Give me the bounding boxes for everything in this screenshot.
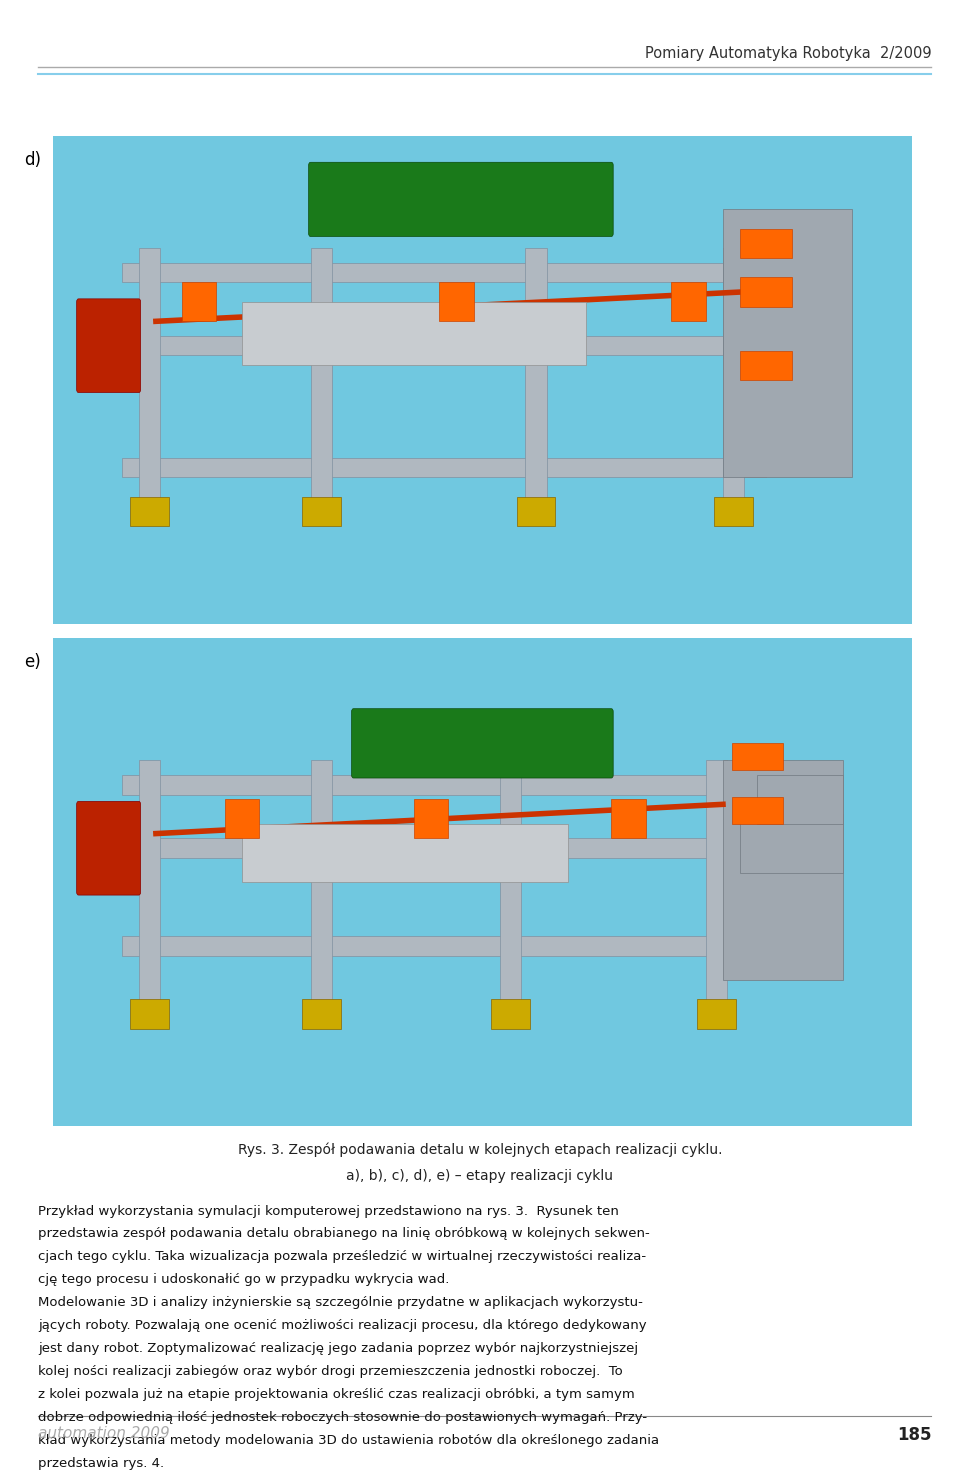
FancyBboxPatch shape — [351, 708, 613, 777]
FancyBboxPatch shape — [757, 774, 843, 823]
FancyBboxPatch shape — [309, 163, 613, 236]
FancyBboxPatch shape — [122, 774, 740, 795]
FancyBboxPatch shape — [706, 760, 728, 1005]
FancyBboxPatch shape — [53, 638, 912, 1126]
FancyBboxPatch shape — [723, 210, 852, 477]
Text: jących roboty. Pozwalają one ocenić możliwości realizacji procesu, dla którego d: jących roboty. Pozwalają one ocenić możl… — [38, 1318, 647, 1332]
FancyBboxPatch shape — [671, 282, 706, 321]
FancyBboxPatch shape — [53, 136, 912, 624]
Text: automation 2009: automation 2009 — [38, 1426, 170, 1441]
FancyBboxPatch shape — [440, 282, 474, 321]
FancyBboxPatch shape — [697, 999, 736, 1029]
FancyBboxPatch shape — [139, 760, 160, 1005]
Text: d): d) — [24, 151, 41, 168]
FancyBboxPatch shape — [732, 743, 783, 770]
FancyBboxPatch shape — [740, 278, 792, 306]
Text: Rys. 3. Zespół podawania detalu w kolejnych etapach realizacji cyklu.: Rys. 3. Zespół podawania detalu w kolejn… — [238, 1142, 722, 1157]
FancyBboxPatch shape — [612, 800, 646, 838]
Text: kolej ności realizacji zabiegów oraz wybór drogi przemieszczenia jednostki roboc: kolej ności realizacji zabiegów oraz wyb… — [38, 1366, 623, 1377]
Text: przedstawia rys. 4.: przedstawia rys. 4. — [38, 1457, 164, 1469]
FancyBboxPatch shape — [723, 248, 744, 503]
Text: dobrze odpowiednią ilość jednostek roboczych stosownie do postawionych wymagań. : dobrze odpowiednią ilość jednostek roboc… — [38, 1410, 648, 1423]
FancyBboxPatch shape — [732, 797, 783, 823]
FancyBboxPatch shape — [740, 814, 843, 872]
FancyBboxPatch shape — [491, 999, 530, 1029]
Text: z kolei pozwala już na etapie projektowania określić czas realizacji obróbki, a : z kolei pozwala już na etapie projektowa… — [38, 1388, 636, 1401]
FancyBboxPatch shape — [714, 497, 753, 526]
FancyBboxPatch shape — [311, 248, 332, 503]
FancyBboxPatch shape — [499, 760, 521, 1005]
Text: cjach tego cyklu. Taka wizualizacja pozwala prześledzić w wirtualnej rzeczywisto: cjach tego cyklu. Taka wizualizacja pozw… — [38, 1250, 646, 1264]
Text: przedstawia zespół podawania detalu obrabianego na linię obróbkową w kolejnych s: przedstawia zespół podawania detalu obra… — [38, 1227, 650, 1240]
FancyBboxPatch shape — [723, 760, 843, 980]
FancyBboxPatch shape — [414, 800, 448, 838]
Text: cję tego procesu i udoskonałić go w przypadku wykrycia wad.: cję tego procesu i udoskonałić go w przy… — [38, 1273, 450, 1286]
Text: jest dany robot. Zoptymalizować realizację jego zadania poprzez wybór najkorzyst: jest dany robot. Zoptymalizować realizac… — [38, 1342, 638, 1355]
FancyBboxPatch shape — [181, 282, 216, 321]
FancyBboxPatch shape — [302, 999, 341, 1029]
FancyBboxPatch shape — [122, 458, 766, 477]
FancyBboxPatch shape — [122, 336, 766, 355]
FancyBboxPatch shape — [525, 248, 547, 503]
Text: e): e) — [24, 653, 40, 671]
Text: a), b), c), d), e) – etapy realizacji cyklu: a), b), c), d), e) – etapy realizacji cy… — [347, 1169, 613, 1182]
Text: Modelowanie 3D i analizy inżynierskie są szczególnie przydatne w aplikacjach wyk: Modelowanie 3D i analizy inżynierskie są… — [38, 1296, 643, 1310]
Text: 185: 185 — [897, 1426, 931, 1444]
FancyBboxPatch shape — [122, 838, 740, 857]
FancyBboxPatch shape — [311, 760, 332, 1005]
FancyBboxPatch shape — [242, 823, 568, 882]
FancyBboxPatch shape — [122, 263, 766, 282]
FancyBboxPatch shape — [122, 936, 740, 956]
FancyBboxPatch shape — [302, 497, 341, 526]
FancyBboxPatch shape — [740, 229, 792, 257]
Text: kład wykorzystania metody modelowania 3D do ustawienia robotów dla określonego z: kład wykorzystania metody modelowania 3D… — [38, 1434, 660, 1447]
FancyBboxPatch shape — [77, 299, 141, 393]
FancyBboxPatch shape — [225, 800, 259, 838]
FancyBboxPatch shape — [139, 248, 160, 503]
FancyBboxPatch shape — [242, 302, 586, 365]
FancyBboxPatch shape — [740, 350, 792, 380]
Text: Przykład wykorzystania symulacji komputerowej przedstawiono na rys. 3.  Rysunek : Przykład wykorzystania symulacji kompute… — [38, 1205, 619, 1218]
Text: Pomiary Automatyka Robotyka  2/2009: Pomiary Automatyka Robotyka 2/2009 — [644, 46, 931, 61]
FancyBboxPatch shape — [77, 801, 141, 896]
FancyBboxPatch shape — [131, 999, 169, 1029]
FancyBboxPatch shape — [131, 497, 169, 526]
FancyBboxPatch shape — [516, 497, 556, 526]
